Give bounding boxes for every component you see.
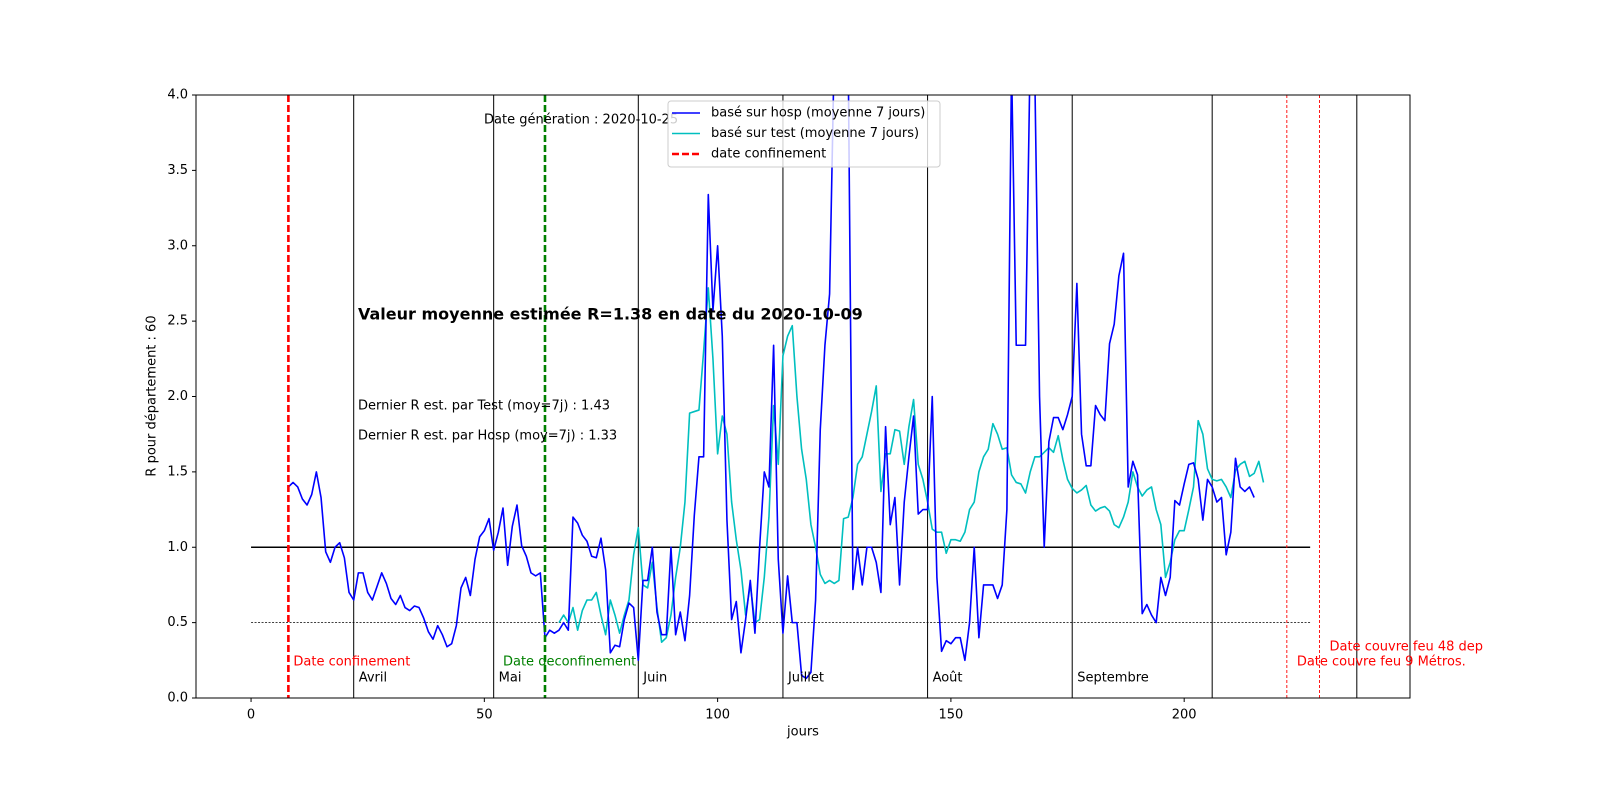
y-tick-label: 2.0 [167, 389, 188, 404]
legend-label: basé sur hosp (moyenne 7 jours) [711, 106, 925, 121]
x-axis-label: jours [786, 725, 819, 740]
x-tick-label: 0 [247, 708, 255, 723]
x-tick-label: 100 [705, 708, 730, 723]
plot-area [251, 95, 1358, 698]
y-tick-label: 0.0 [167, 691, 188, 706]
event-label: Date confinement [293, 655, 410, 670]
generation-note: Date génération : 2020-10-25 [484, 113, 678, 128]
legend-label: basé sur test (moyenne 7 jours) [711, 126, 919, 141]
annotation: Dernier R est. par Hosp (moy=7j) : 1.33 [358, 429, 617, 444]
y-tick-label: 3.0 [167, 238, 188, 253]
y-axis-label: R pour département : 60 [145, 315, 160, 476]
annotation: Dernier R est. par Test (moy=7j) : 1.43 [358, 399, 610, 414]
y-tick-label: 0.5 [167, 615, 188, 630]
x-tick-label: 50 [476, 708, 493, 723]
month-label: Avril [359, 671, 387, 686]
y-tick-label: 4.0 [167, 88, 188, 103]
legend-label: date confinement [711, 147, 826, 162]
chart-title: Valeur moyenne estimée R=1.38 en date du… [358, 305, 863, 324]
series-line [287, 95, 1255, 680]
series-line [558, 287, 1265, 644]
overlay: Date génération : 2020-10-25 Valeur moye… [145, 88, 1484, 740]
month-label: Juillet [787, 671, 824, 686]
month-label: Mai [499, 671, 522, 686]
x-tick-label: 150 [938, 708, 963, 723]
event-label: Date deconfinement [503, 655, 636, 670]
event-label: Date couvre feu 48 dep [1329, 640, 1483, 655]
y-tick-label: 3.5 [167, 163, 188, 178]
month-label: Septembre [1077, 671, 1149, 686]
event-label: Date couvre feu 9 Métros. [1297, 655, 1466, 670]
month-label: Août [933, 671, 963, 686]
y-tick-label: 2.5 [167, 314, 188, 329]
legend-box [667, 100, 941, 168]
y-tick-label: 1.5 [167, 464, 188, 479]
y-tick-label: 1.0 [167, 540, 188, 555]
legend: basé sur hosp (moyenne 7 jours) basé sur … [667, 100, 941, 168]
x-tick-label: 200 [1172, 708, 1197, 723]
month-label: Juin [642, 671, 667, 686]
